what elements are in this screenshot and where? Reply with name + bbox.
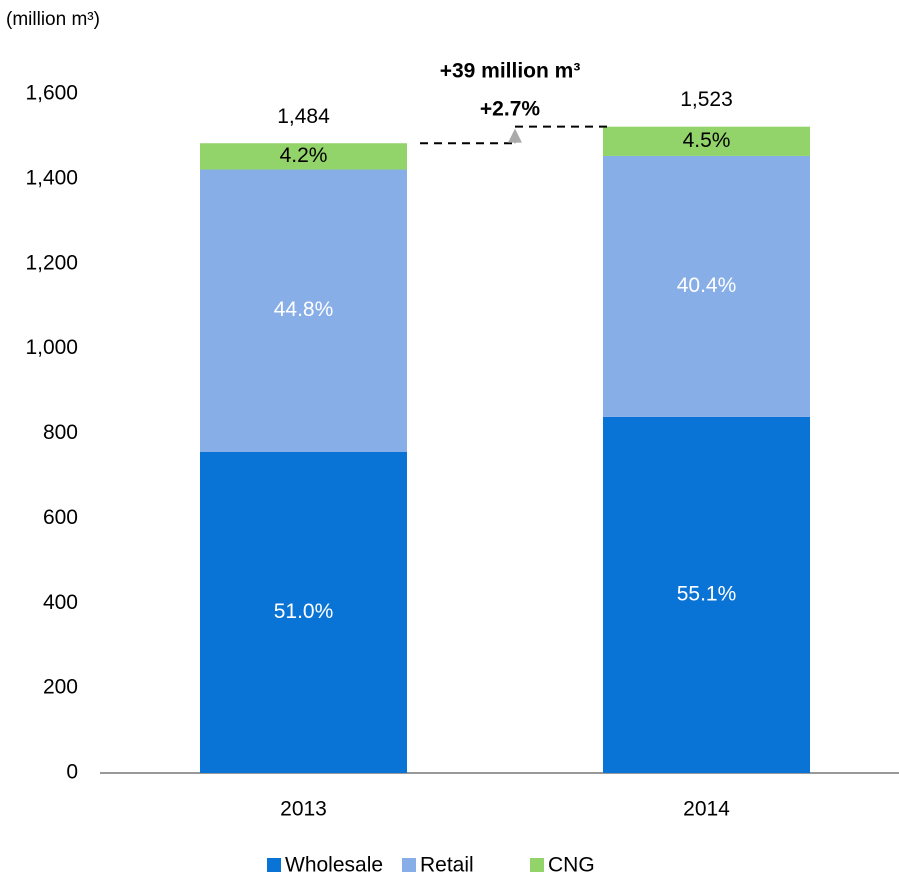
annotation: +39 million m³: [440, 60, 581, 83]
y-tick-label: 200: [43, 676, 78, 699]
segment-label: 40.4%: [677, 274, 737, 297]
segment-label: 51.0%: [274, 600, 334, 623]
bar-segment: [603, 126, 810, 156]
y-tick-label: 400: [43, 591, 78, 614]
bar-segment: [603, 416, 810, 773]
legend-label: Wholesale: [285, 854, 383, 877]
bar-segment: [603, 155, 810, 417]
y-tick-label: 800: [43, 421, 78, 444]
arrow-head: [508, 128, 522, 143]
bar-segment: [200, 451, 407, 773]
y-tick-label: 1,200: [25, 251, 78, 274]
y-tick-label: 1,600: [25, 82, 78, 105]
x-tick-label: 2014: [683, 798, 730, 821]
x-tick-label: 2013: [280, 798, 327, 821]
y-tick-label: 600: [43, 506, 78, 529]
bar-segment: [200, 143, 407, 170]
y-axis-label: (million m³): [6, 9, 100, 30]
legend-label: CNG: [548, 854, 595, 877]
total-label: 1,484: [277, 105, 330, 128]
legend-swatch: [402, 858, 416, 872]
annotation: +2.7%: [480, 98, 540, 121]
bar-segment: [200, 169, 407, 452]
legend-swatch: [267, 858, 281, 872]
legend-label: Retail: [420, 854, 474, 877]
y-tick-label: 0: [66, 761, 78, 784]
legend-swatch: [530, 858, 544, 872]
y-tick-label: 1,400: [25, 166, 78, 189]
total-label: 1,523: [680, 88, 733, 111]
segment-label: 44.8%: [274, 298, 334, 321]
y-tick-label: 1,000: [25, 336, 78, 359]
segment-label: 4.2%: [280, 144, 328, 167]
segment-label: 55.1%: [677, 583, 737, 606]
segment-label: 4.5%: [683, 129, 731, 152]
